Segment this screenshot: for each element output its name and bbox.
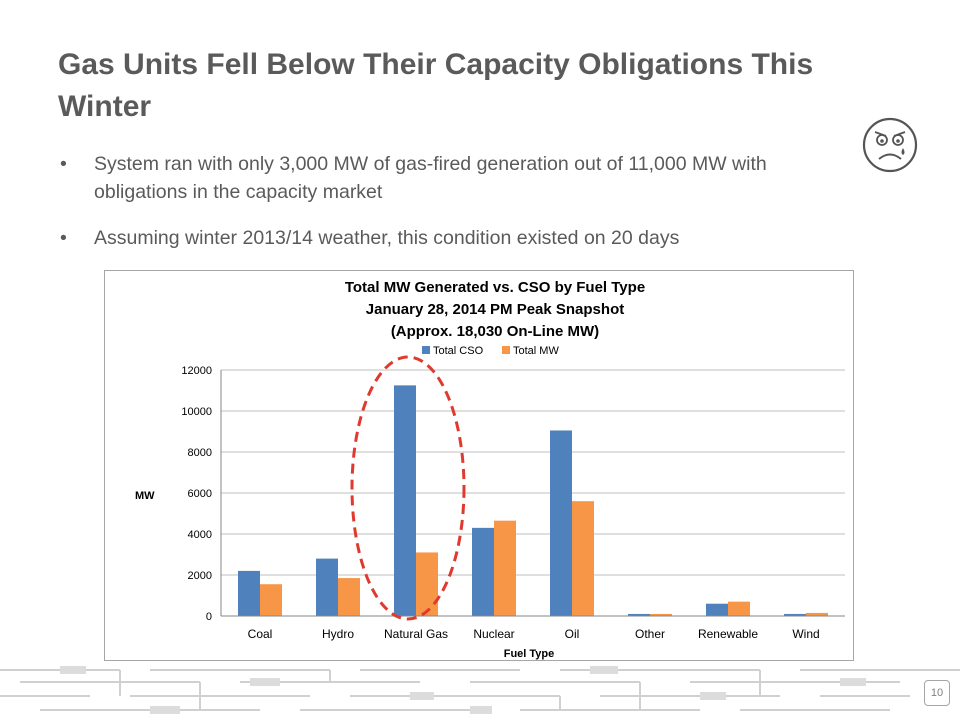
y-tick-label: 0 — [206, 611, 212, 623]
bar-total-mw — [728, 601, 750, 616]
bar-chart: Total MW Generated vs. CSO by Fuel Type … — [135, 279, 845, 660]
y-tick-label: 8000 — [188, 447, 212, 459]
bar-total-mw — [416, 552, 438, 616]
bullet-item: Assuming winter 2013/14 weather, this co… — [60, 224, 860, 252]
bar-total-cso — [316, 558, 338, 616]
slide-title: Gas Units Fell Below Their Capacity Obli… — [58, 48, 814, 123]
legend-swatch — [422, 346, 430, 354]
y-tick-label: 12000 — [181, 365, 212, 377]
chart-gridlines — [221, 369, 845, 617]
legend-swatch — [502, 346, 510, 354]
x-axis-label: Fuel Type — [504, 648, 555, 660]
chart-title: Total MW Generated vs. CSO by Fuel Type … — [345, 279, 645, 340]
x-tick-label: Renewable — [698, 627, 758, 641]
bar-total-cso — [784, 613, 806, 616]
page-number: 10 — [924, 680, 950, 706]
bar-total-mw — [494, 520, 516, 616]
chart-title-line: January 28, 2014 PM Peak Snapshot — [366, 301, 624, 318]
sad-face-icon — [862, 117, 918, 173]
bar-total-cso — [628, 613, 650, 616]
legend-label: Total MW — [513, 345, 559, 357]
x-axis: Coal Hydro Natural Gas Nuclear Oil Other Renew… — [221, 615, 845, 641]
circuit-decoration — [0, 666, 960, 714]
x-tick-label: Nuclear — [473, 627, 514, 641]
bar-total-cso — [394, 385, 416, 616]
y-axis-label: MW — [135, 490, 155, 502]
chart-bars — [238, 385, 828, 616]
bullet-item: System ran with only 3,000 MW of gas-fir… — [60, 150, 860, 206]
y-axis: 0 2000 4000 6000 8000 10000 12000 — [181, 365, 222, 623]
y-tick-label: 2000 — [188, 570, 212, 582]
bar-total-cso — [472, 527, 494, 616]
chart-title-line: (Approx. 18,030 On-Line MW) — [391, 323, 599, 340]
x-tick-label: Natural Gas — [384, 627, 448, 641]
chart-legend: Total CSO Total MW — [422, 345, 559, 357]
x-tick-label: Coal — [248, 627, 273, 641]
y-tick-label: 6000 — [188, 488, 212, 500]
x-tick-label: Wind — [792, 627, 819, 641]
bar-total-cso — [238, 570, 260, 616]
x-tick-label: Oil — [565, 627, 580, 641]
bar-total-mw — [806, 612, 828, 616]
chart-title-line: Total MW Generated vs. CSO by Fuel Type — [345, 279, 645, 296]
chart-frame: Total MW Generated vs. CSO by Fuel Type … — [104, 270, 854, 661]
x-tick-label: Other — [635, 627, 665, 641]
bar-total-cso — [550, 430, 572, 616]
y-tick-label: 10000 — [181, 406, 212, 418]
bar-total-mw — [650, 613, 672, 616]
bullet-list: System ran with only 3,000 MW of gas-fir… — [60, 150, 860, 252]
bar-total-mw — [260, 584, 282, 616]
natural-gas-highlight-ellipse — [350, 355, 466, 621]
bar-total-mw — [338, 578, 360, 616]
bar-total-cso — [706, 603, 728, 616]
legend-label: Total CSO — [433, 345, 484, 357]
y-tick-label: 4000 — [188, 529, 212, 541]
bar-total-mw — [572, 501, 594, 616]
x-tick-label: Hydro — [322, 627, 354, 641]
